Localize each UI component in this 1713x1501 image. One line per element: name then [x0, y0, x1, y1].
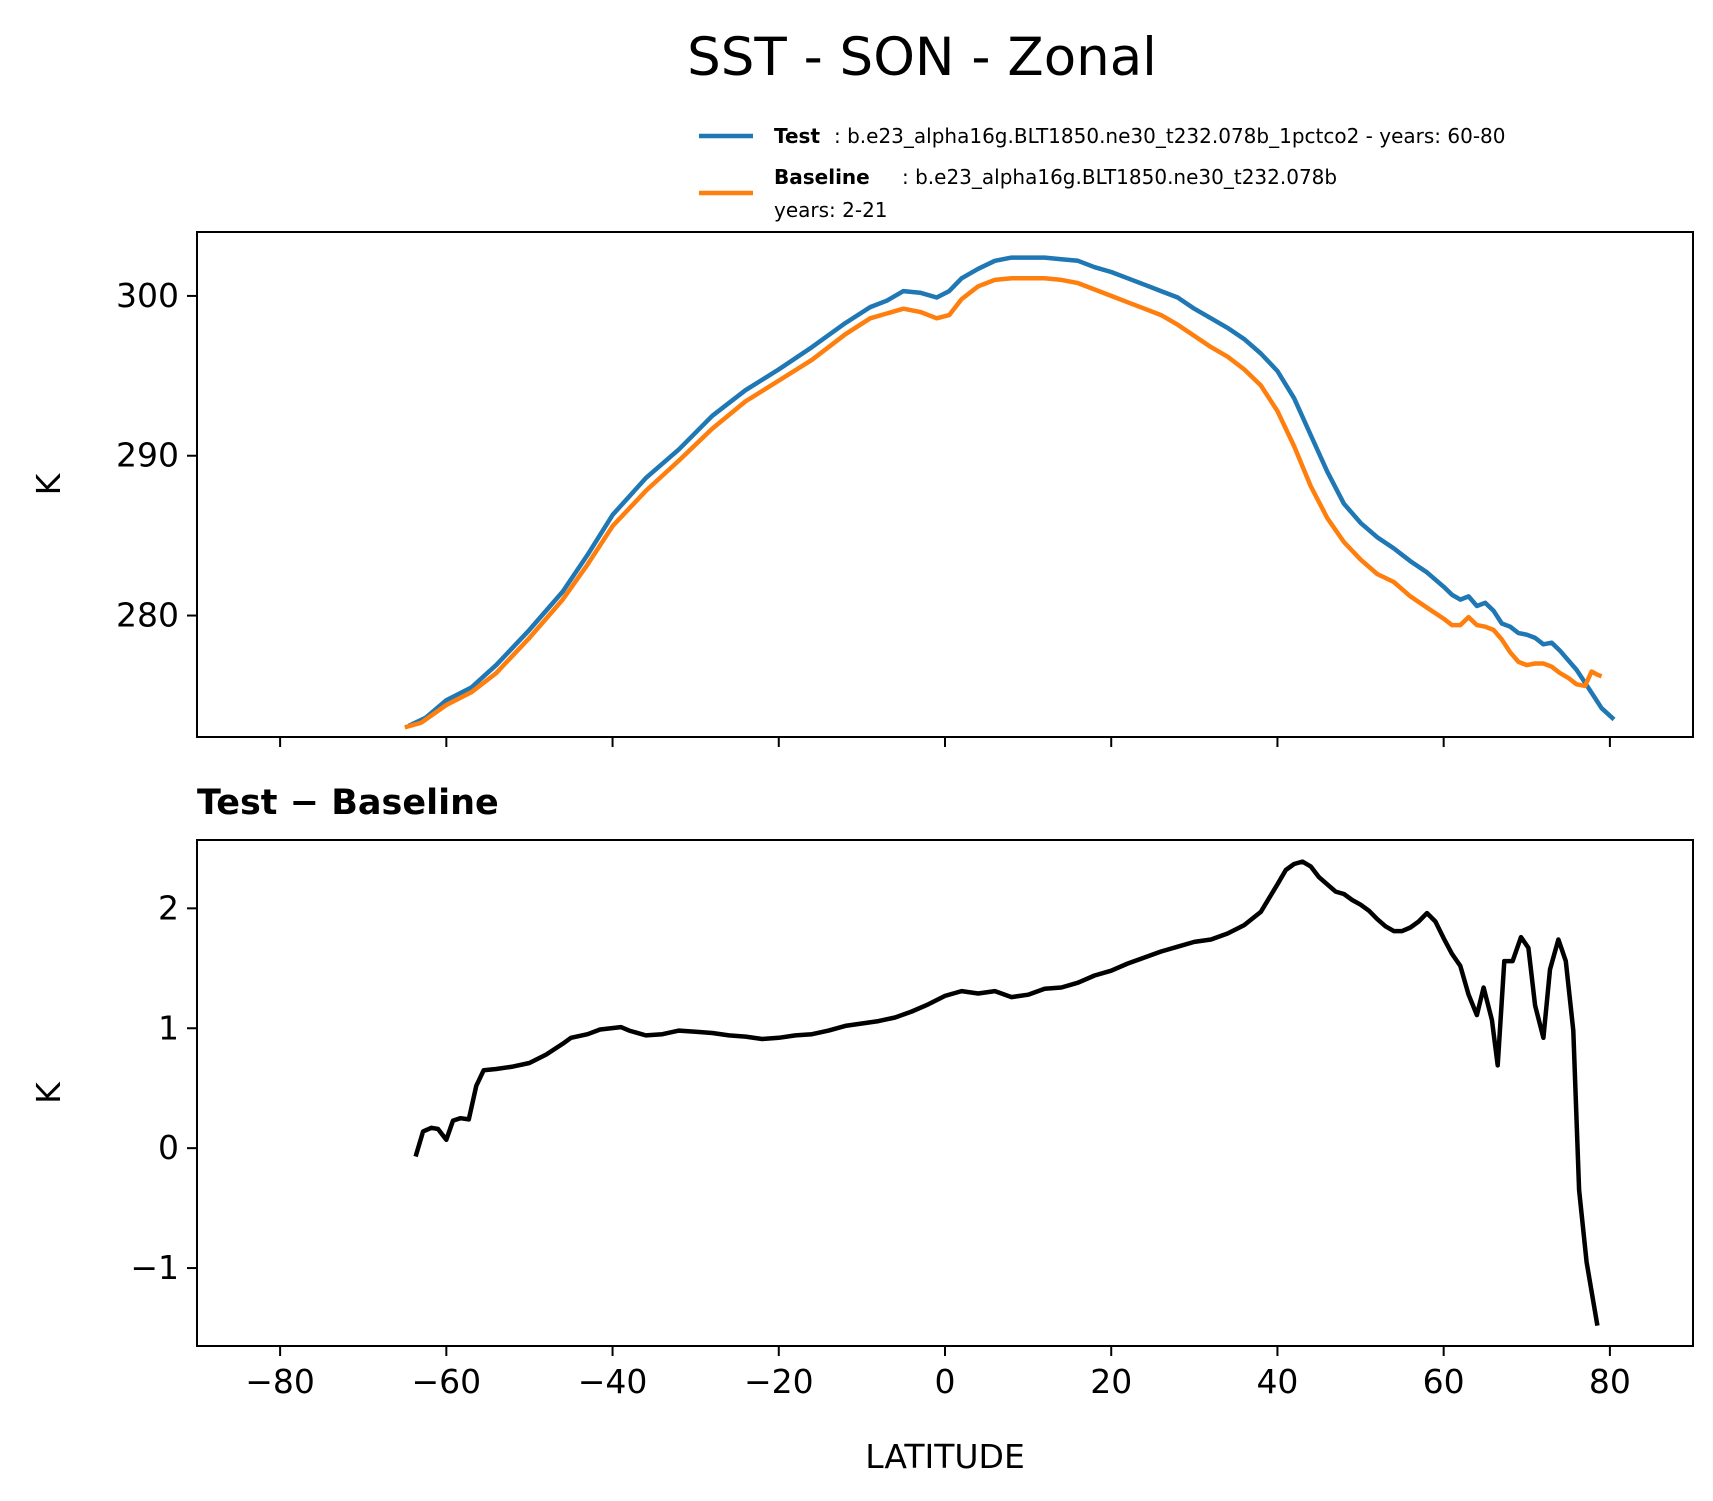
top-plot-frame: [196, 231, 1694, 738]
bottom-panel: Test − Baseline −1 0 1 2 −80 −60 −40 −20 0 20 40 6…: [29, 783, 1694, 1476]
bottom-series-line-difference: [413, 859, 1600, 1326]
top-panel: 280 290 300 K: [29, 231, 1694, 747]
bottom-y-tick-label: 2: [158, 888, 179, 927]
x-tick-label: −20: [744, 1362, 814, 1401]
chart-title: SST - SON - Zonal: [687, 27, 1157, 88]
legend-text-baseline-years: years: 2-21: [774, 198, 888, 222]
bottom-y-tick-label: 0: [158, 1128, 179, 1167]
x-tick-label: 60: [1423, 1362, 1465, 1401]
x-tick-label: 20: [1090, 1362, 1132, 1401]
x-tick-label: 80: [1589, 1362, 1631, 1401]
top-series-line-test: [407, 255, 1616, 728]
legend: Test : b.e23_alpha16g.BLT1850.ne30_t232.…: [699, 124, 1506, 222]
x-tick-label: −80: [245, 1362, 315, 1401]
bottom-y-axis-label: K: [29, 1081, 68, 1104]
top-y-tick-label: 280: [116, 596, 179, 635]
x-tick-label: 40: [1256, 1362, 1298, 1401]
bottom-y-tick-label: 1: [158, 1008, 179, 1047]
x-tick-label: −60: [412, 1362, 482, 1401]
top-y-tick-label: 300: [116, 276, 179, 315]
top-series-line-baseline: [404, 276, 1603, 730]
bottom-y-ticks: −1 0 1 2: [130, 888, 197, 1287]
top-y-axis-label: K: [29, 472, 68, 495]
legend-label-baseline: Baseline: [774, 165, 870, 189]
legend-label-test: Test: [774, 124, 820, 148]
top-series: [404, 255, 1616, 730]
bottom-plot-frame: [196, 839, 1694, 1347]
bottom-panel-title: Test − Baseline: [197, 783, 499, 823]
bottom-y-tick-label: −1: [130, 1248, 179, 1287]
x-tick-label: 0: [935, 1362, 956, 1401]
x-tick-label: −40: [578, 1362, 648, 1401]
top-y-ticks: 280 290 300: [116, 276, 197, 635]
bottom-x-ticks: −80 −60 −40 −20 0 20 40 60 80: [245, 1346, 1631, 1401]
top-y-tick-label: 290: [116, 436, 179, 475]
top-x-ticks: [279, 737, 1611, 747]
x-axis-label: LATITUDE: [865, 1437, 1025, 1476]
legend-text-baseline: : b.e23_alpha16g.BLT1850.ne30_t232.078b: [902, 165, 1337, 189]
legend-text-test: : b.e23_alpha16g.BLT1850.ne30_t232.078b_…: [834, 124, 1506, 148]
bottom-series: [413, 859, 1600, 1326]
